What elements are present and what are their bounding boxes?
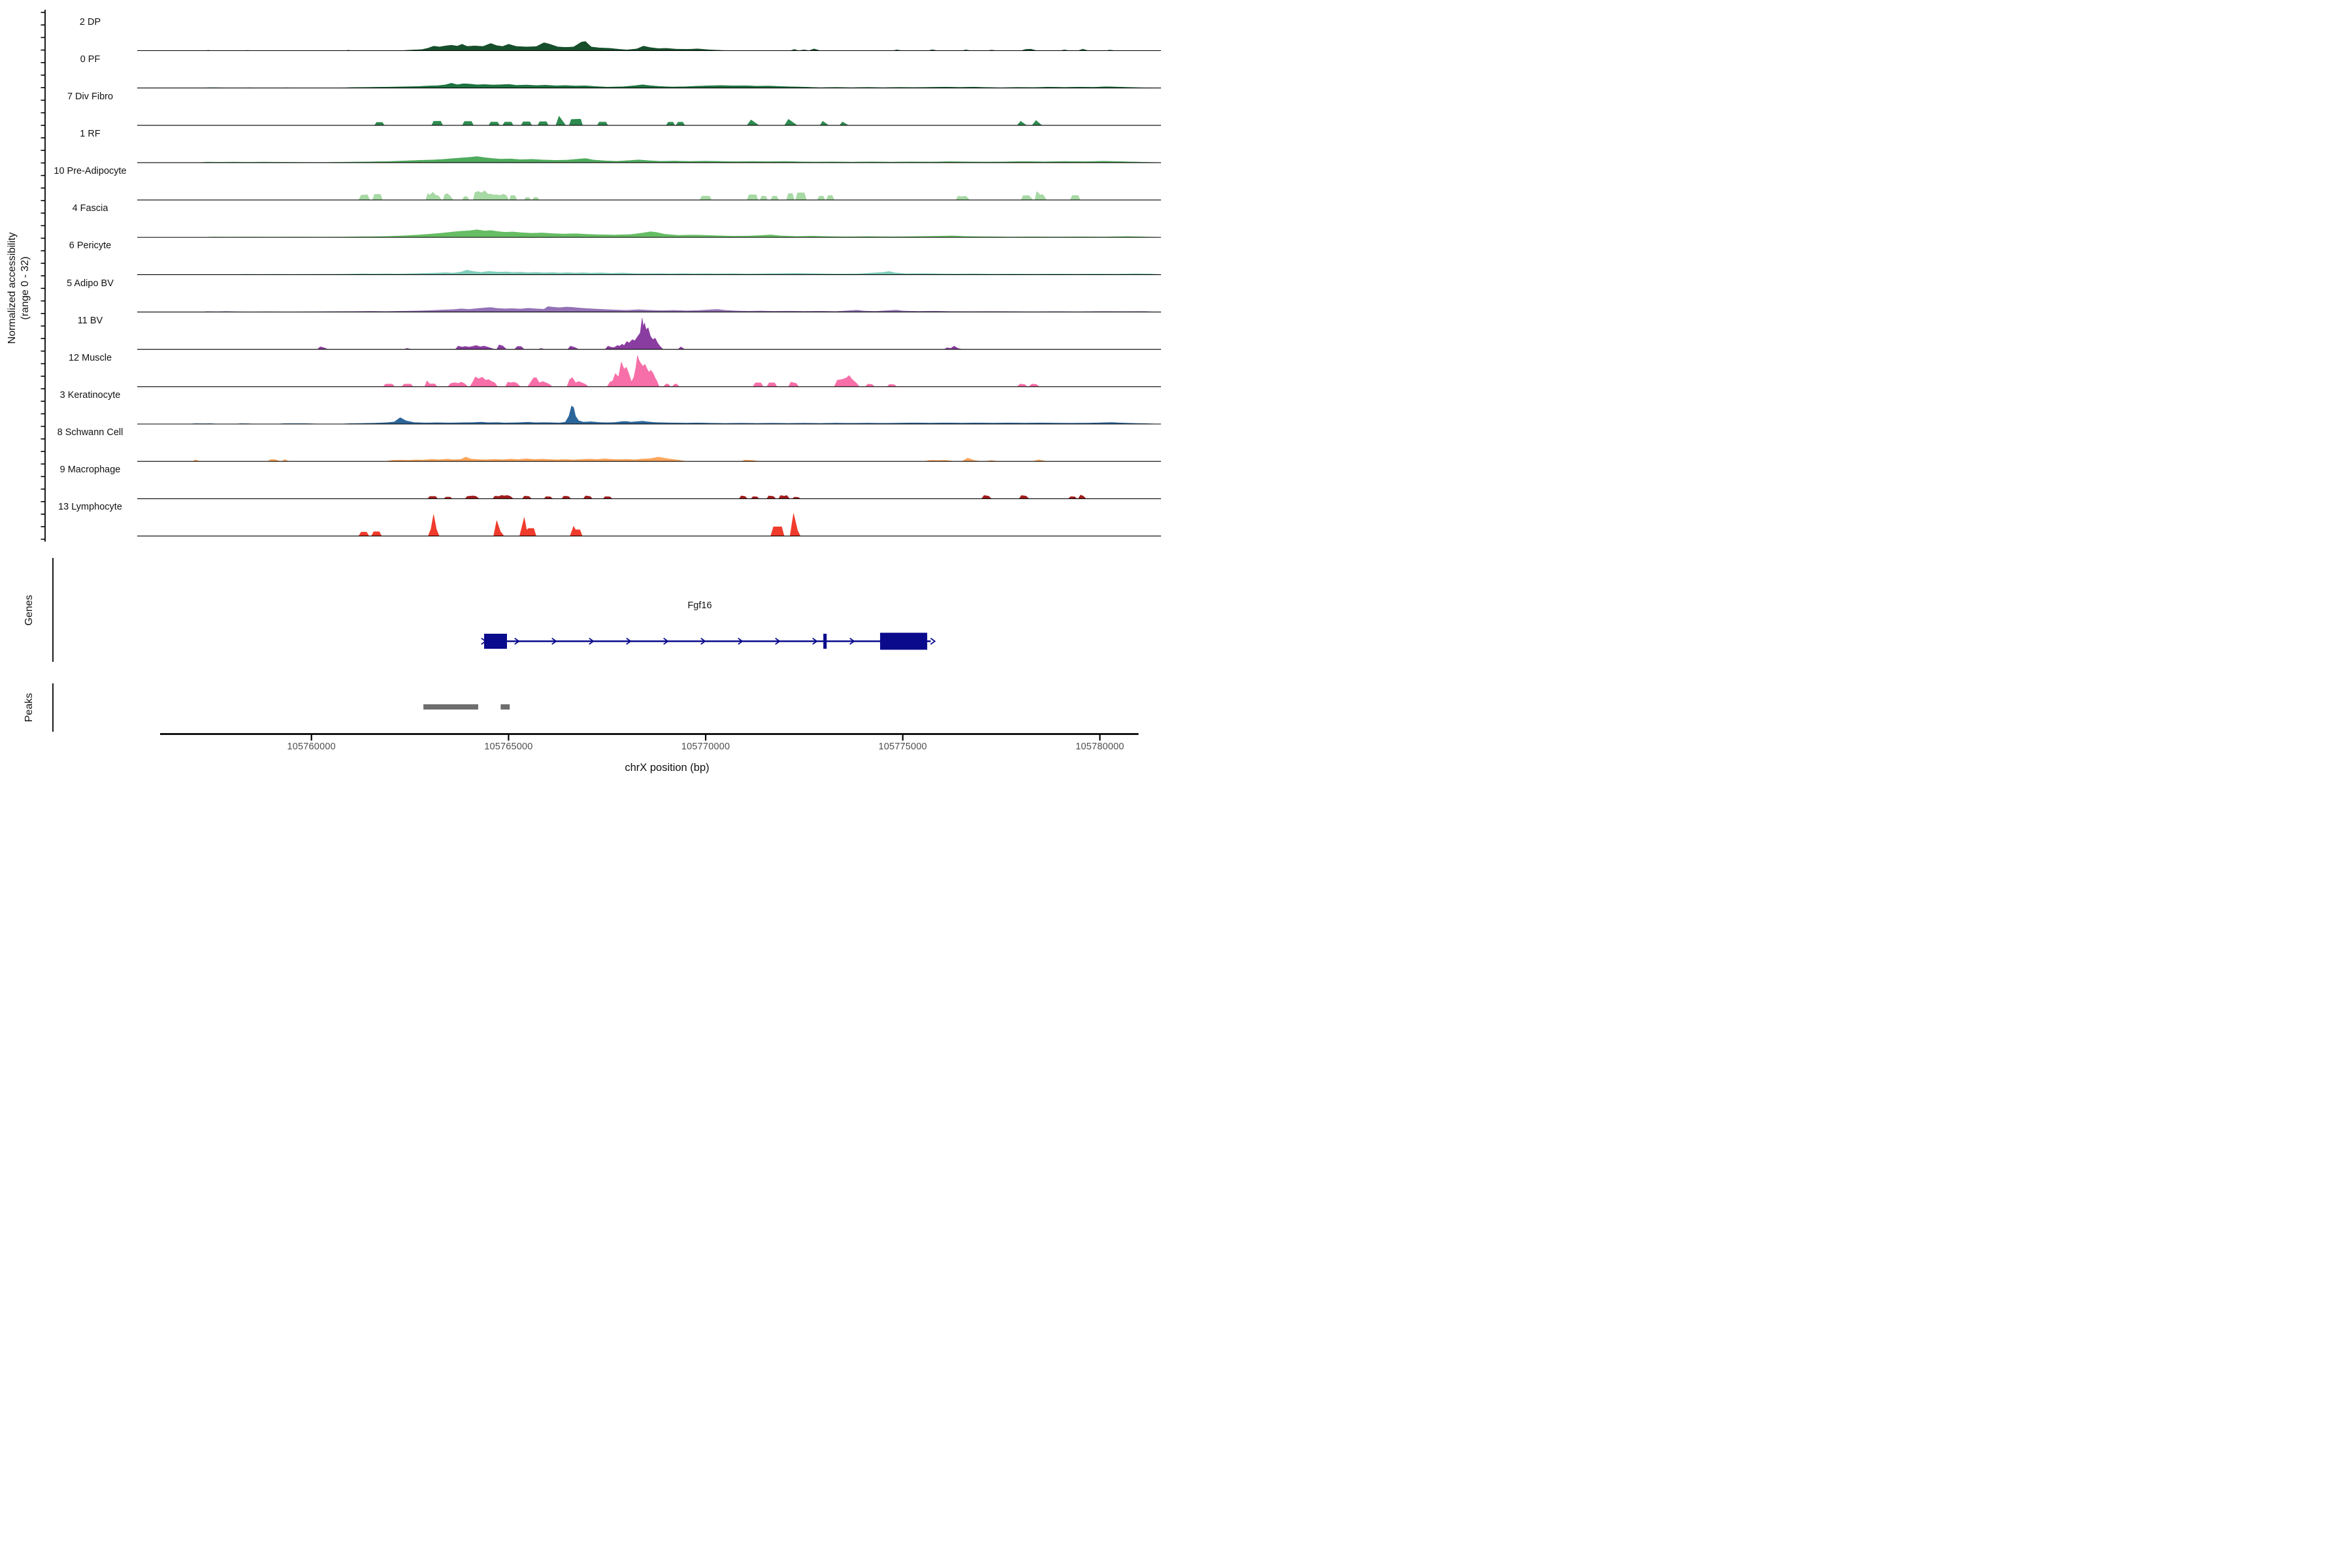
x-tick-label: 105775000 — [878, 742, 927, 752]
strand-arrow — [663, 638, 669, 645]
signal-track-8-schwann-cell — [137, 457, 1161, 462]
strand-arrow — [700, 638, 706, 645]
strand-arrow — [775, 638, 781, 645]
signal-track-0-pf — [137, 83, 1161, 89]
signal-track-2-dp — [137, 41, 1161, 52]
coverage-area — [138, 318, 1160, 350]
signal-track-4-fascia — [137, 229, 1161, 238]
exon — [483, 634, 507, 649]
signal-track-7-div-fibro — [137, 116, 1161, 126]
track-label: 6 Pericyte — [69, 240, 112, 252]
coverage-area — [138, 83, 1160, 88]
track-label: 9 Macrophage — [59, 465, 121, 476]
coverage-area — [138, 355, 1160, 387]
track-label: 0 PF — [80, 54, 101, 65]
x-tick-label: 105770000 — [681, 742, 730, 752]
coverage-area — [138, 495, 1160, 499]
signal-track-12-muscle — [137, 355, 1161, 387]
x-tick-label: 105760000 — [287, 742, 336, 752]
track-label: 11 BV — [77, 315, 103, 326]
coverage-area — [138, 306, 1160, 312]
signal-track-1-rf — [137, 156, 1161, 163]
y-axis — [41, 10, 46, 542]
coverage-area — [138, 190, 1160, 201]
peak-bar — [423, 704, 478, 710]
strand-arrow — [626, 638, 632, 645]
strand-arrow — [589, 638, 595, 645]
peaks-track — [423, 704, 510, 710]
exon — [823, 634, 827, 649]
peaks-section-label: Peaks — [24, 693, 35, 723]
coverage-area — [138, 156, 1160, 163]
signal-track-13-lymphocyte — [137, 513, 1161, 537]
coverage-plot-figure: Normalized accessibility (range 0 - 32) … — [0, 0, 1176, 784]
coverage-area — [138, 270, 1160, 275]
exon — [880, 632, 928, 650]
signal-track-5-adipo-bv — [137, 306, 1161, 313]
strand-arrow — [738, 638, 743, 645]
x-axis — [159, 733, 1139, 741]
signal-track-3-keratinocyte — [137, 405, 1161, 425]
signal-track-10-pre-adipocyte — [137, 190, 1161, 201]
x-axis-title: chrX position (bp) — [625, 762, 710, 774]
track-label: 5 Adipo BV — [67, 278, 114, 289]
track-label: 3 Keratinocyte — [59, 390, 121, 400]
strand-arrow — [849, 638, 855, 645]
coverage-area — [138, 513, 1160, 536]
signal-track-9-macrophage — [137, 495, 1161, 499]
track-label: 7 Div Fibro — [67, 91, 114, 102]
signal-track-6-pericyte — [137, 270, 1161, 275]
tracks-canvas — [41, 10, 1161, 741]
track-label: 8 Schwann Cell — [57, 427, 123, 438]
strand-arrow — [812, 638, 818, 645]
track-label: 13 Lymphocyte — [58, 502, 122, 513]
coverage-area — [138, 116, 1160, 126]
strand-arrow — [514, 638, 520, 645]
strand-arrow — [551, 638, 557, 645]
track-label: 2 DP — [79, 16, 101, 27]
coverage-area — [138, 41, 1160, 51]
track-label: 4 Fascia — [72, 203, 108, 214]
signal-track-11-bv — [137, 318, 1161, 350]
peak-bar — [500, 704, 510, 710]
track-label: 10 Pre-Adipocyte — [54, 166, 127, 177]
y-axis-title-line1: Normalized accessibility — [7, 232, 18, 344]
x-tick-label: 105780000 — [1075, 742, 1124, 752]
x-tick-label: 105765000 — [484, 742, 533, 752]
track-label: 12 Muscle — [68, 352, 112, 363]
coverage-area — [138, 229, 1160, 238]
gene-model-fgf16 — [481, 632, 936, 650]
coverage-area — [138, 457, 1160, 462]
track-label: 1 RF — [80, 128, 101, 139]
gene-name-label: Fgf16 — [687, 600, 712, 611]
strand-arrow — [930, 638, 936, 645]
coverage-area — [138, 405, 1160, 425]
